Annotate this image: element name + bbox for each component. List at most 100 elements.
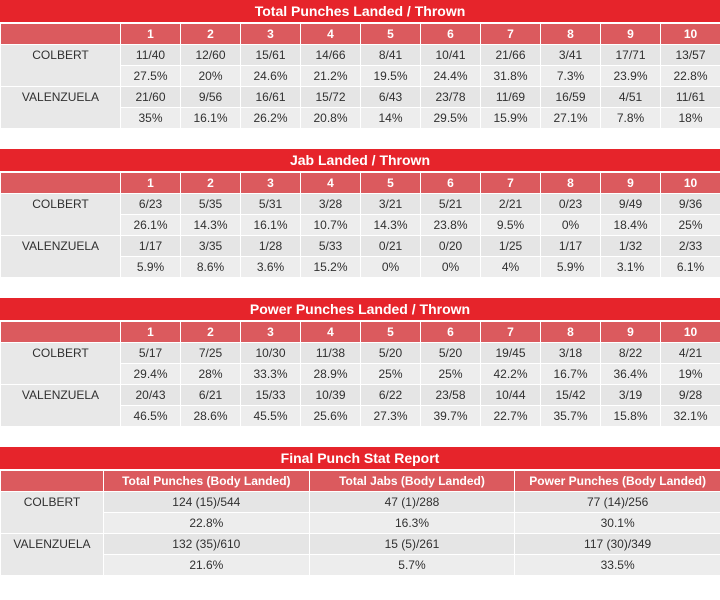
round-header-cell: 5 (360, 23, 421, 45)
stat-value-cell: 13/57 (660, 44, 720, 66)
stat-value-cell: 2/21 (480, 193, 541, 215)
stat-pct-cell: 5.9% (540, 256, 601, 278)
round-header-cell: 5 (360, 172, 421, 194)
stat-pct-cell: 23.8% (420, 214, 481, 236)
round-header-cell: 3 (240, 23, 301, 45)
stat-pct-cell: 18% (660, 107, 720, 129)
stat-value-cell: 9/28 (660, 384, 720, 406)
stat-pct-cell: 33.3% (240, 363, 301, 385)
stat-value-cell: 14/66 (300, 44, 361, 66)
stat-pct-row: 35% 16.1% 26.2% 20.8% 14% 29.5% 15.9% 27.1% 7.8%… (1, 107, 720, 129)
stat-value-cell: 15/42 (540, 384, 601, 406)
stat-value-cell: 9/49 (600, 193, 661, 215)
stat-value-cell: 0/23 (540, 193, 601, 215)
stat-value-cell: 3/28 (300, 193, 361, 215)
round-header-cell: 10 (660, 23, 720, 45)
stat-pct-cell: 22.8% (660, 65, 720, 87)
stat-pct-cell: 24.4% (420, 65, 481, 87)
stat-value-cell: 0/20 (420, 235, 481, 257)
corner-cell (0, 23, 121, 45)
stat-pct-cell: 22.7% (480, 405, 541, 427)
stat-pct-row: 29.4% 28% 33.3% 28.9% 25% 25% 42.2% 16.7% 36.4% 1… (1, 363, 720, 385)
stat-value-cell: 1/17 (120, 235, 181, 257)
round-header-cell: 2 (180, 321, 241, 343)
stat-value-cell: 10/39 (300, 384, 361, 406)
stat-value-cell: 19/45 (480, 342, 541, 364)
round-header-cell: 8 (540, 321, 601, 343)
section-jabs: Jab Landed / Thrown 1 2 3 4 5 6 7 8 9 10 COLBERT 6/… (0, 149, 720, 278)
stat-pct-cell: 22.8% (103, 512, 310, 534)
stat-value-cell: 77 (14)/256 (514, 491, 720, 513)
stat-pct-cell: 25.6% (300, 405, 361, 427)
final-report-table: Total Punches (Body Landed) Total Jabs (B… (0, 470, 720, 576)
stat-pct-cell: 28.9% (300, 363, 361, 385)
stat-value-cell: 11/38 (300, 342, 361, 364)
stat-value-cell: 3/19 (600, 384, 661, 406)
stat-pct-cell: 29.4% (120, 363, 181, 385)
stat-value-cell: 117 (30)/349 (514, 533, 720, 555)
total-punches-table: 1 2 3 4 5 6 7 8 9 10 COLBERT 11/40 12/60 15/61 14/66 8/… (0, 23, 720, 129)
stat-value-cell: 5/35 (180, 193, 241, 215)
corner-cell (0, 470, 104, 492)
stat-pct-cell: 25% (360, 363, 421, 385)
stat-value-cell: 21/66 (480, 44, 541, 66)
stat-value-cell: 9/36 (660, 193, 720, 215)
stat-value-cell: 23/78 (420, 86, 481, 108)
round-header-cell: 9 (600, 23, 661, 45)
round-header-cell: 3 (240, 321, 301, 343)
stat-pct-cell: 21.2% (300, 65, 361, 87)
stat-value-cell: 16/59 (540, 86, 601, 108)
fighter-name-cell: VALENZUELA (0, 235, 121, 278)
stat-pct-cell: 16.7% (540, 363, 601, 385)
column-header-row: 1 2 3 4 5 6 7 8 9 10 (0, 23, 720, 45)
stat-pct-cell: 20% (180, 65, 241, 87)
stat-value-cell: 16/61 (240, 86, 301, 108)
fighter-name-cell: COLBERT (0, 44, 121, 87)
stat-pct-cell: 3.1% (600, 256, 661, 278)
stat-value-cell: 6/43 (360, 86, 421, 108)
stat-value-row: COLBERT 6/23 5/35 5/31 3/28 3/21 5/21 2/21 0/23 9… (0, 193, 720, 236)
stat-value-cell: 11/40 (120, 44, 181, 66)
round-header-cell: 4 (300, 321, 361, 343)
stat-value-cell: 5/17 (120, 342, 181, 364)
stat-pct-cell: 18.4% (600, 214, 661, 236)
corner-cell (0, 321, 121, 343)
stat-pct-cell: 7.8% (600, 107, 661, 129)
stat-value-cell: 5/33 (300, 235, 361, 257)
stat-pct-cell: 30.1% (514, 512, 720, 534)
stat-value-cell: 6/22 (360, 384, 421, 406)
stat-pct-cell: 33.5% (514, 554, 720, 576)
stat-value-row: VALENZUELA 21/60 9/56 16/61 15/72 6/43 23/78 11… (0, 86, 720, 129)
stat-value-cell: 0/21 (360, 235, 421, 257)
stat-value-cell: 1/28 (240, 235, 301, 257)
round-header-cell: 7 (480, 321, 541, 343)
stat-value-cell: 11/61 (660, 86, 720, 108)
round-header-cell: 8 (540, 23, 601, 45)
round-header-cell: 9 (600, 172, 661, 194)
stat-value-cell: 3/18 (540, 342, 601, 364)
round-header-cell: 1 (120, 321, 181, 343)
stat-pct-cell: 6.1% (660, 256, 720, 278)
stat-value-cell: 23/58 (420, 384, 481, 406)
stat-value-cell: 132 (35)/610 (103, 533, 310, 555)
stat-value-cell: 1/25 (480, 235, 541, 257)
stat-value-row: COLBERT 5/17 7/25 10/30 11/38 5/20 5/20 19/45 3/… (0, 342, 720, 385)
stat-value-cell: 1/17 (540, 235, 601, 257)
round-header-cell: 9 (600, 321, 661, 343)
stat-value-cell: 17/71 (600, 44, 661, 66)
stat-value-cell: 15/72 (300, 86, 361, 108)
stat-value-row: VALENZUELA 1/17 3/35 1/28 5/33 0/21 0/20 1/25 1/… (0, 235, 720, 278)
stat-pct-cell: 4% (480, 256, 541, 278)
round-header-cell: 5 (360, 321, 421, 343)
stat-value-cell: 5/21 (420, 193, 481, 215)
stat-value-cell: 6/21 (180, 384, 241, 406)
round-header-cell: 7 (480, 23, 541, 45)
stat-value-cell: 5/31 (240, 193, 301, 215)
stat-pct-cell: 15.8% (600, 405, 661, 427)
stat-pct-cell: 23.9% (600, 65, 661, 87)
stat-pct-cell: 5.7% (308, 554, 516, 576)
stat-value-cell: 4/21 (660, 342, 720, 364)
stat-column-header: Power Punches (Body Landed) (514, 470, 720, 492)
section-title: Jab Landed / Thrown (0, 149, 720, 171)
fighter-name-cell: VALENZUELA (0, 533, 104, 576)
